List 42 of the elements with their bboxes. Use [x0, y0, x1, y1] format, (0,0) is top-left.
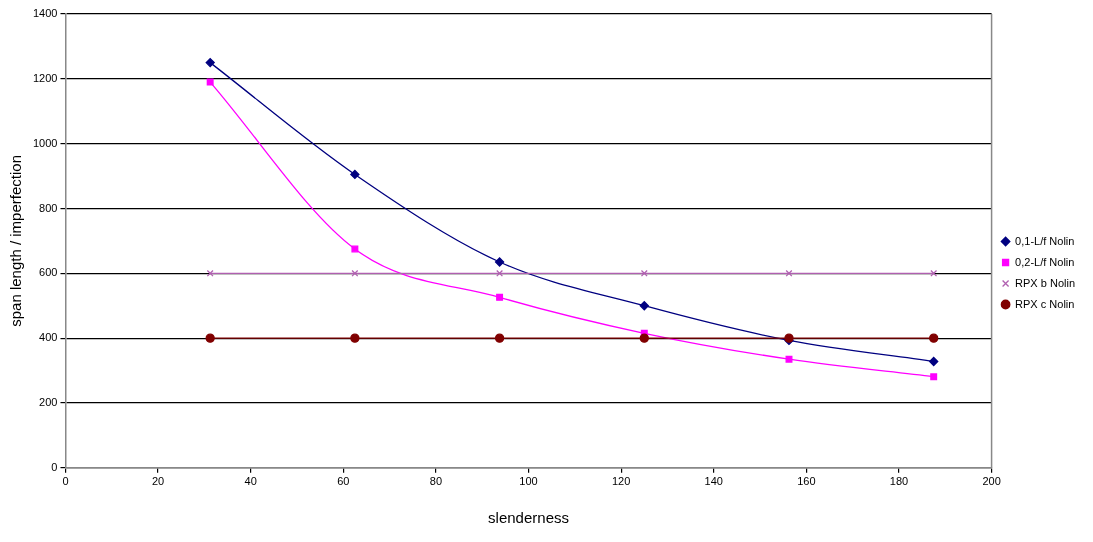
point: [494, 333, 505, 343]
y-tick-label: 1400: [32, 7, 58, 20]
x-axis-title: slenderness: [488, 509, 569, 527]
x-tick-label: 60: [337, 475, 350, 488]
x-tick-label: 100: [519, 475, 538, 488]
y-tick-label: 200: [39, 396, 58, 408]
x-tick-label: 80: [429, 475, 443, 488]
x-tick-label: 160: [797, 475, 816, 488]
x-tick-label: 200: [982, 475, 1001, 488]
legend-label: RPX b Nolin: [1015, 276, 1076, 289]
point: [785, 269, 793, 277]
point: [351, 269, 359, 277]
point: [205, 333, 215, 343]
x-tick-label: 40: [244, 475, 257, 488]
y-tick-label: 1200: [32, 71, 58, 84]
x-tick-label: 20: [151, 475, 165, 488]
y-tick-label: 800: [39, 201, 58, 214]
y-tick-label: 0: [51, 460, 58, 473]
point: [639, 301, 649, 311]
y-tick-label: 600: [39, 266, 58, 279]
x-tick-label: 180: [889, 475, 909, 488]
x-tick-label: 120: [611, 475, 631, 488]
point: [350, 169, 360, 180]
y-axis-title: span length / imperfection: [7, 155, 25, 327]
point: [494, 257, 505, 267]
point: [350, 333, 360, 343]
point: [929, 333, 939, 343]
point: [929, 356, 939, 367]
point: [206, 78, 214, 86]
legend-label: 0,1-L/f Nolin: [1015, 234, 1075, 247]
legend-label: RPX c Nolin: [1015, 297, 1075, 310]
point: [930, 373, 938, 381]
x-tick-label: 140: [704, 475, 723, 488]
point: [639, 333, 649, 343]
y-tick-label: 400: [39, 331, 58, 344]
point: [496, 293, 504, 301]
y-tick-label: 1000: [32, 136, 58, 149]
point: [205, 57, 215, 68]
x-tick-label: 0: [62, 475, 69, 488]
point: [206, 269, 214, 277]
legend-label: 0,2-L/f Nolin: [1015, 255, 1075, 268]
point: [496, 269, 504, 277]
